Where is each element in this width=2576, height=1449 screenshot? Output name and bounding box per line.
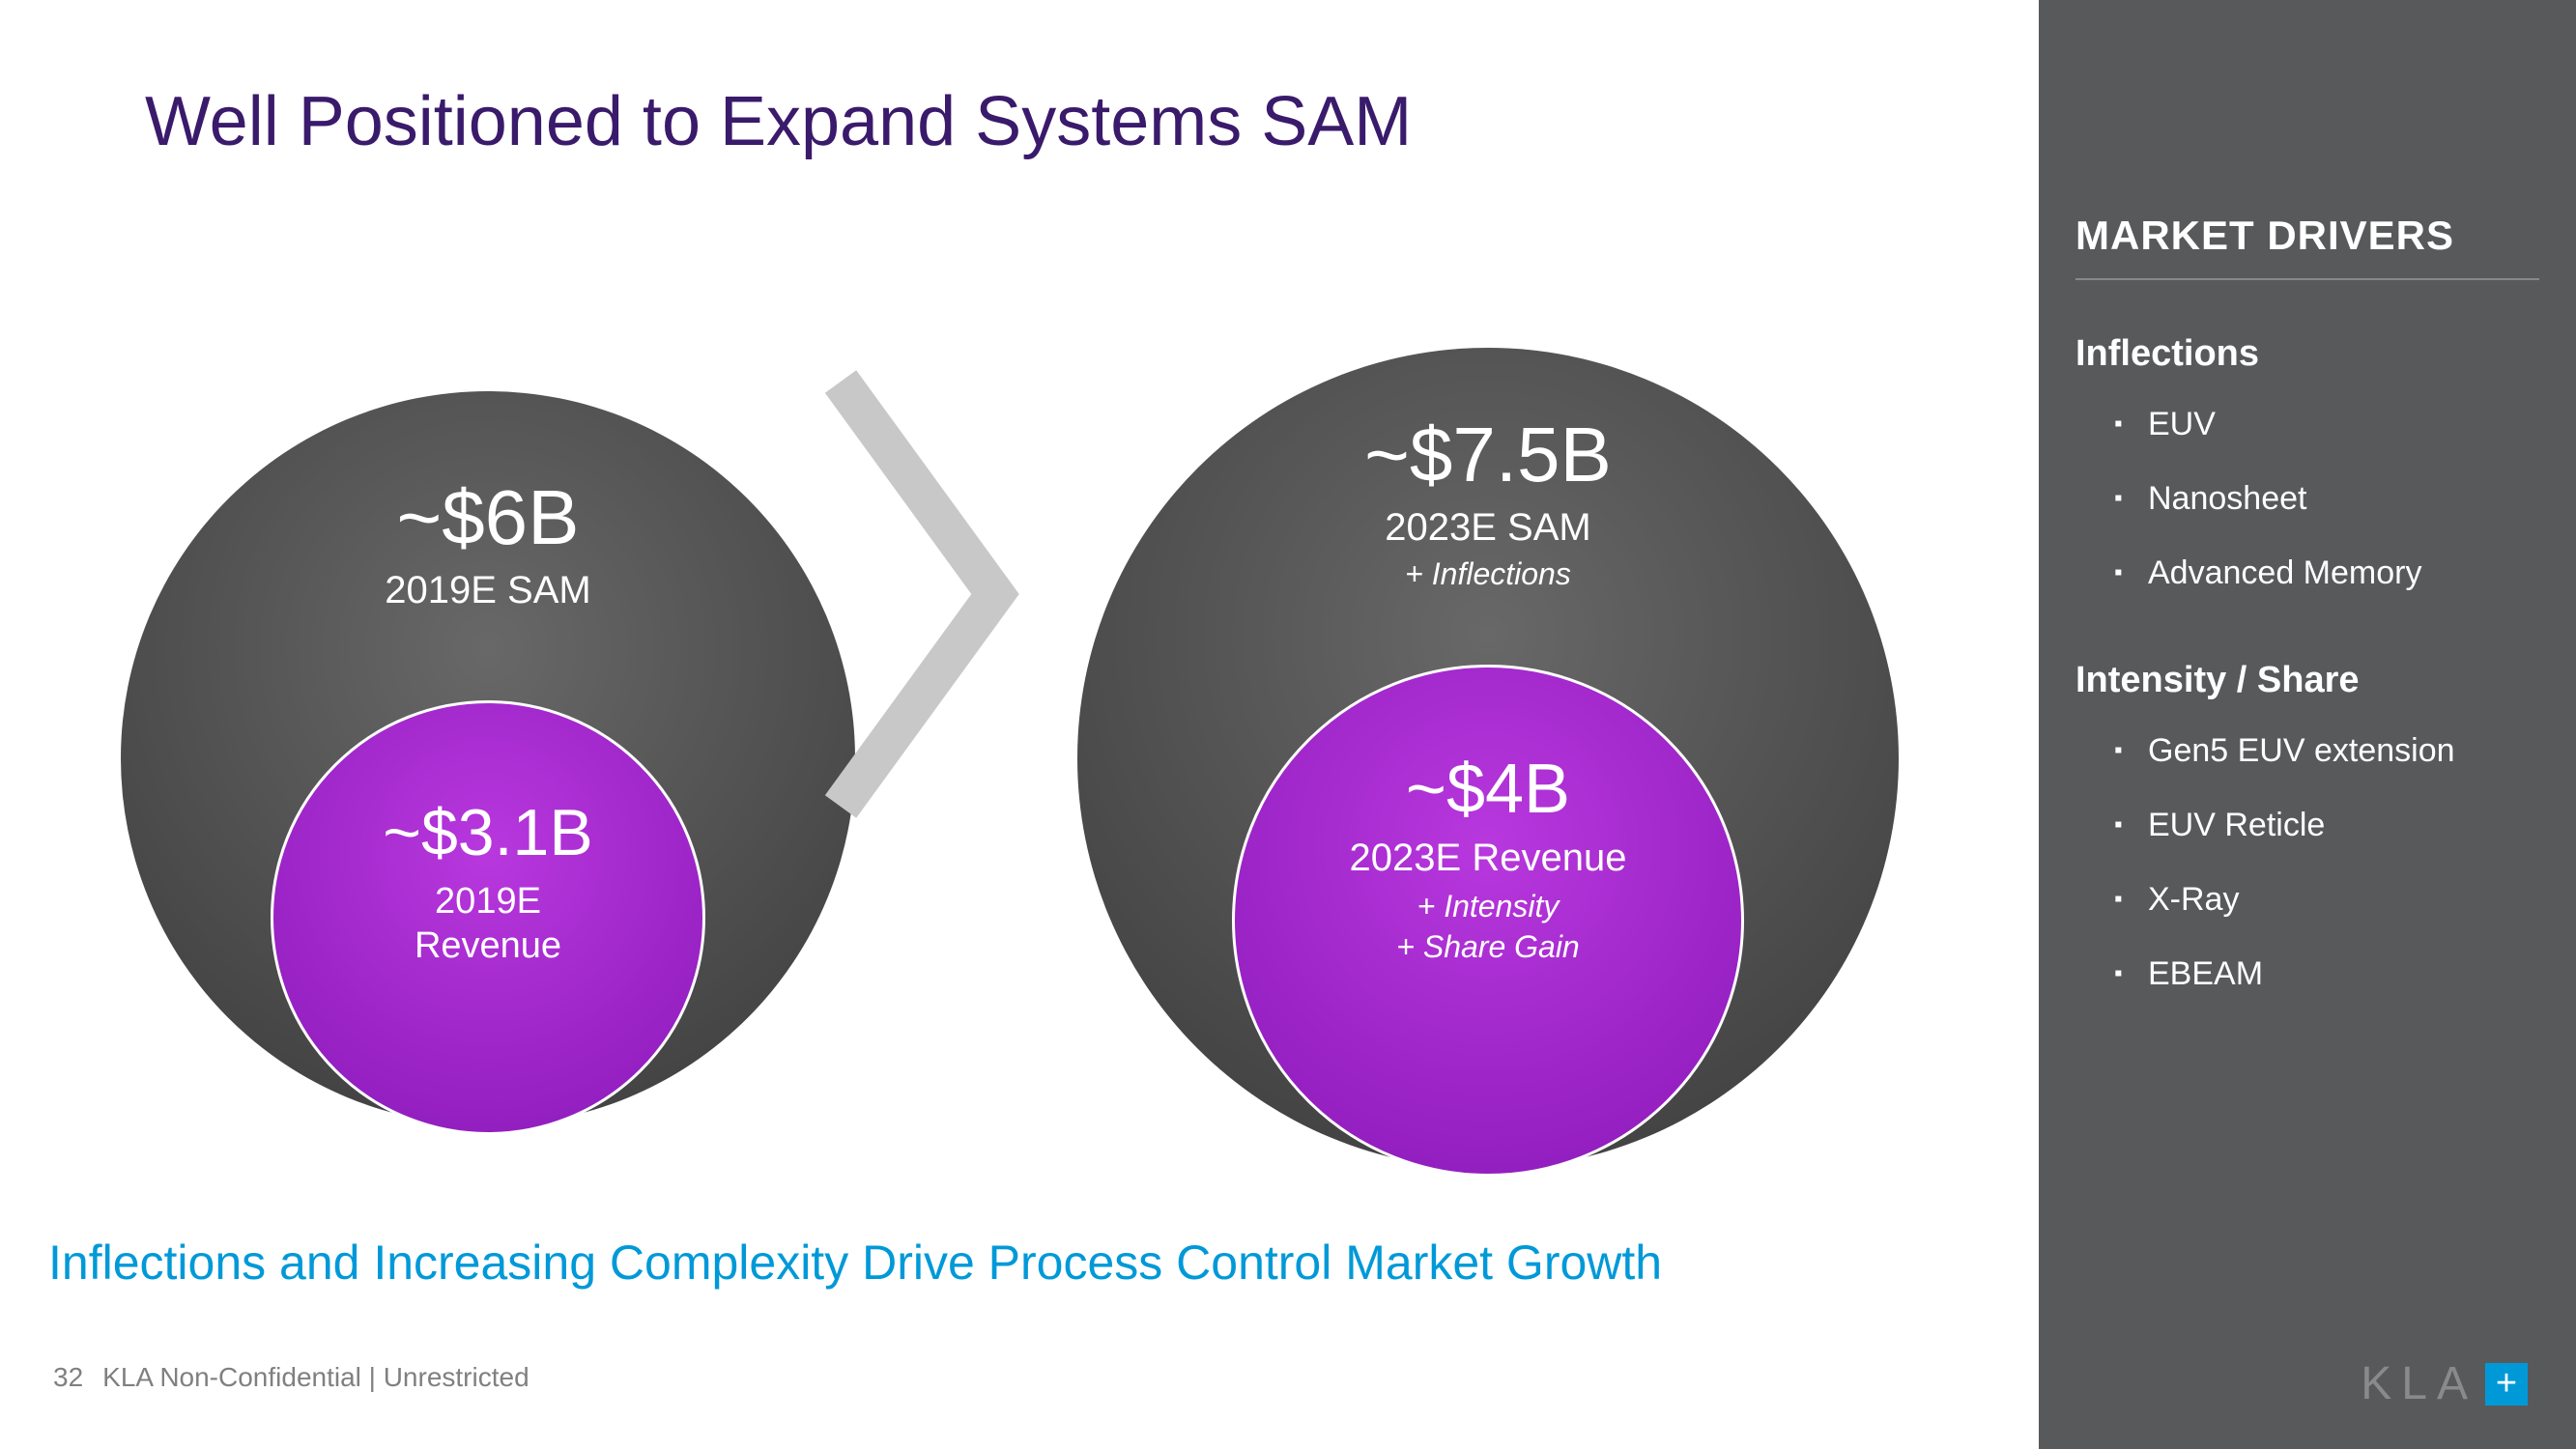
list-item: EUV (2114, 406, 2539, 443)
right-outer-value: ~$7.5B (1364, 411, 1612, 499)
list-item: Advanced Memory (2114, 554, 2539, 592)
page-title: Well Positioned to Expand Systems SAM (145, 82, 1412, 161)
list-item: EBEAM (2114, 955, 2539, 993)
footer-text: KLA Non-Confidential | Unrestricted (102, 1362, 530, 1393)
subtitle: Inflections and Increasing Complexity Dr… (48, 1235, 1662, 1291)
left-outer-label: 2019E SAM (385, 567, 590, 613)
sidebar-list: Gen5 EUV extension EUV Reticle X-Ray EBE… (2114, 732, 2539, 993)
sidebar-section-intensity: Intensity / Share Gen5 EUV extension EUV… (2075, 660, 2539, 993)
sidebar-title: MARKET DRIVERS (2075, 213, 2539, 280)
list-item: EUV Reticle (2114, 807, 2539, 844)
right-inner-sublabel: + Intensity + Share Gain (1396, 887, 1579, 967)
left-inner-value: ~$3.1B (383, 795, 592, 870)
left-outer-value: ~$6B (396, 473, 579, 562)
left-inner-label: 2019E Revenue (415, 880, 561, 968)
chevron-right-icon (783, 362, 1053, 826)
logo-text: KLA (2361, 1357, 2477, 1410)
sidebar-list: EUV Nanosheet Advanced Memory (2114, 406, 2539, 592)
list-item: X-Ray (2114, 881, 2539, 919)
sidebar-section-heading: Intensity / Share (2075, 660, 2539, 701)
logo: KLA + (2361, 1357, 2528, 1410)
right-inner-label: 2023E Revenue (1350, 835, 1627, 881)
page-number: 32 (53, 1362, 83, 1393)
footer: 32 KLA Non-Confidential | Unrestricted (53, 1362, 530, 1393)
main-content: Well Positioned to Expand Systems SAM ~$… (0, 0, 2039, 1449)
right-outer-sublabel: + Inflections (1405, 554, 1571, 595)
right-outer-label: 2023E SAM (1385, 504, 1590, 551)
left-inner-circle: ~$3.1B 2019E Revenue (271, 700, 705, 1135)
right-inner-value: ~$4B (1406, 750, 1570, 829)
right-inner-circle: ~$4B 2023E Revenue + Intensity + Share G… (1232, 665, 1744, 1177)
sidebar-section-heading: Inflections (2075, 333, 2539, 375)
list-item: Nanosheet (2114, 480, 2539, 518)
sidebar: MARKET DRIVERS Inflections EUV Nanosheet… (2039, 0, 2576, 1449)
logo-plus-icon: + (2485, 1363, 2528, 1406)
list-item: Gen5 EUV extension (2114, 732, 2539, 770)
sidebar-section-inflections: Inflections EUV Nanosheet Advanced Memor… (2075, 333, 2539, 592)
